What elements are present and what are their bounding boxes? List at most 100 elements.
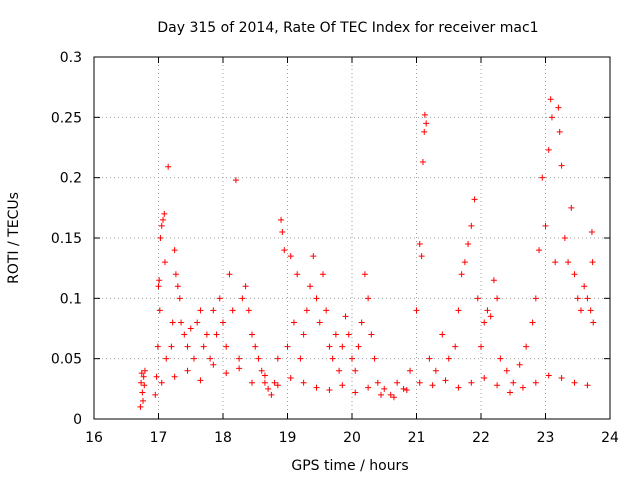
data-point	[407, 367, 414, 374]
data-point	[281, 247, 288, 254]
data-point	[274, 382, 281, 389]
data-point	[487, 313, 494, 320]
y-tick-label: 0.25	[51, 110, 82, 126]
data-point	[352, 367, 359, 374]
data-point	[416, 241, 423, 248]
data-point	[326, 387, 333, 394]
data-point	[303, 307, 310, 314]
data-point	[358, 319, 365, 326]
data-point	[287, 253, 294, 260]
data-point	[349, 355, 355, 362]
data-point	[220, 319, 226, 326]
data-point	[481, 319, 488, 326]
data-point	[339, 343, 346, 350]
data-point	[336, 367, 343, 374]
data-point	[197, 307, 204, 314]
data-point	[494, 382, 501, 389]
x-tick-label: 16	[85, 430, 103, 446]
x-tick-label: 17	[150, 430, 168, 446]
data-point	[184, 367, 191, 374]
x-tick-labels: 16 17 18 19 20 21 22 23 24	[85, 430, 619, 446]
data-point	[542, 222, 549, 229]
data-point	[274, 355, 281, 362]
data-point	[184, 343, 191, 350]
data-point	[226, 271, 233, 278]
data-point	[310, 253, 317, 260]
y-tick-label: 0.15	[51, 231, 82, 247]
data-point	[223, 370, 230, 377]
data-point	[181, 331, 188, 338]
data-point	[239, 295, 246, 302]
data-point	[210, 307, 217, 314]
x-tick-label: 20	[343, 430, 361, 446]
data-point	[556, 128, 563, 135]
data-point	[478, 343, 484, 350]
data-point	[313, 295, 320, 302]
y-tick-label: 0	[73, 412, 82, 428]
y-tick-label: 0.05	[51, 352, 82, 368]
data-point	[558, 162, 565, 169]
data-point	[403, 387, 410, 394]
data-point	[271, 379, 278, 386]
data-point	[581, 283, 588, 290]
data-point	[458, 271, 465, 278]
data-point	[216, 295, 223, 302]
data-point	[532, 379, 539, 386]
data-point	[141, 382, 148, 389]
data-point	[378, 391, 385, 398]
data-point	[178, 319, 185, 326]
data-point	[242, 283, 249, 290]
data-point	[174, 283, 181, 290]
x-tick-label: 23	[537, 430, 555, 446]
data-point	[539, 174, 546, 181]
data-point	[187, 325, 194, 332]
chart-title: Day 315 of 2014, Rate Of TEC Index for r…	[157, 20, 538, 36]
data-point	[307, 283, 314, 290]
data-point	[547, 96, 554, 103]
data-point	[200, 343, 207, 350]
data-point	[532, 295, 539, 302]
data-point	[165, 163, 172, 170]
x-axis-label: GPS time / hours	[291, 458, 408, 474]
data-point	[561, 235, 568, 241]
data-point	[155, 283, 162, 290]
data-point	[197, 377, 204, 384]
data-point	[423, 120, 430, 127]
data-point	[232, 177, 239, 184]
data-point	[584, 382, 591, 389]
data-point	[297, 355, 304, 362]
data-point	[339, 382, 346, 389]
data-point	[171, 247, 178, 254]
data-point	[157, 235, 164, 241]
data-point	[279, 228, 286, 235]
data-point	[194, 319, 201, 326]
data-point	[245, 307, 252, 314]
data-point	[342, 313, 349, 320]
data-point	[452, 343, 459, 350]
data-point	[445, 355, 452, 362]
data-point	[158, 379, 165, 386]
data-point	[290, 319, 297, 326]
x-tick-label: 19	[279, 430, 297, 446]
data-point	[190, 355, 197, 362]
data-point	[300, 331, 307, 338]
data-point	[439, 331, 446, 338]
data-point	[507, 389, 514, 396]
data-point	[258, 367, 265, 374]
data-point	[416, 379, 423, 386]
data-point	[161, 259, 168, 266]
data-point	[558, 374, 565, 381]
data-point	[545, 146, 552, 153]
data-point	[261, 379, 268, 386]
data-point	[154, 343, 161, 350]
data-point	[210, 361, 217, 368]
data-point	[141, 367, 148, 374]
data-point	[203, 331, 210, 338]
data-point	[172, 271, 179, 278]
grid	[94, 57, 610, 419]
data-point	[345, 331, 352, 338]
x-tick-label: 22	[472, 430, 490, 446]
data-point	[589, 259, 596, 266]
data-point	[455, 307, 462, 314]
data-point	[252, 343, 259, 350]
